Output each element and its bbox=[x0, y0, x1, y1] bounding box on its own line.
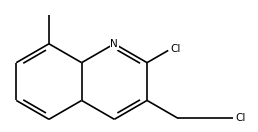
Text: Cl: Cl bbox=[171, 44, 181, 54]
Text: N: N bbox=[110, 39, 118, 49]
Text: Cl: Cl bbox=[235, 113, 245, 123]
